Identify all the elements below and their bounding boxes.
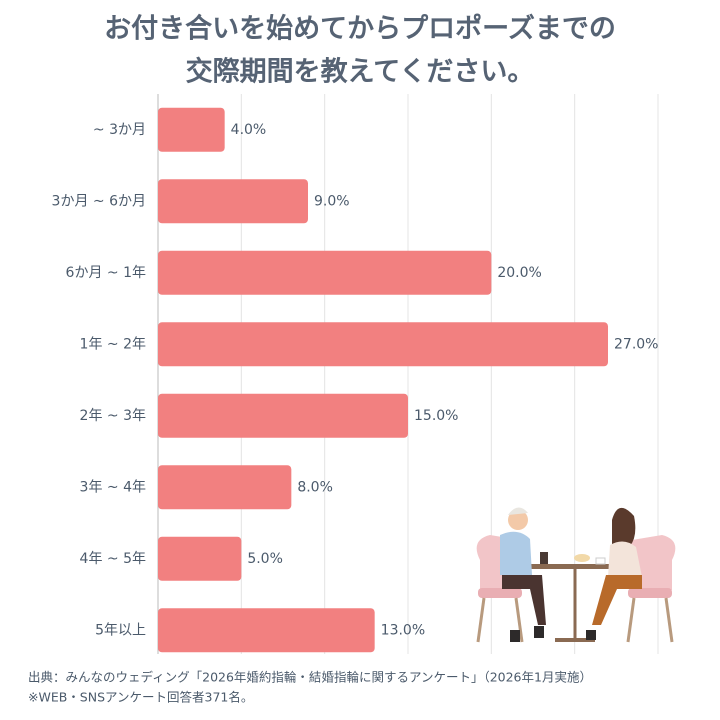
value-label: 9.0% [314, 193, 350, 209]
value-label: 8.0% [297, 479, 333, 495]
bar [158, 250, 492, 295]
y-tick-label: 5年以上 [95, 622, 146, 638]
value-label: 27.0% [614, 336, 658, 352]
bar [158, 536, 242, 581]
chart-title: 交際期間を教えてください。 [186, 56, 535, 88]
bars: ~ 3か月 4.0% 3か月 ~ 6か月 9.0% 6か月 ~ 1年 20.0% 1年 ~ … [52, 107, 658, 653]
value-label: 4.0% [231, 122, 267, 138]
value-label: 5.0% [247, 551, 283, 567]
chart-title: お付き合いを始めてからプロポーズまでの [104, 13, 616, 45]
bar [158, 608, 375, 653]
source-note: ※WEB・SNSアンケート回答者371名。 [28, 690, 253, 705]
bar [158, 322, 608, 367]
y-tick-label: ~ 3か月 [93, 122, 146, 138]
value-label: 13.0% [381, 622, 425, 638]
y-tick-label: 2年 ~ 3年 [80, 408, 146, 424]
y-tick-label: 6か月 ~ 1年 [66, 265, 146, 281]
value-label: 15.0% [414, 408, 458, 424]
y-tick-label: 4年 ~ 5年 [80, 551, 146, 567]
y-tick-label: 3年 ~ 4年 [80, 479, 146, 495]
illustration [476, 507, 676, 643]
value-label: 20.0% [497, 265, 541, 281]
y-tick-label: 3か月 ~ 6か月 [52, 193, 146, 209]
bar [158, 107, 225, 152]
source-note: 出典：みんなのウェディング「2026年婚約指輪・結婚指輪に関するアンケート」（2… [28, 670, 592, 685]
bar [158, 179, 308, 224]
bar [158, 393, 408, 438]
y-tick-label: 1年 ~ 2年 [80, 336, 146, 352]
bar [158, 465, 292, 510]
